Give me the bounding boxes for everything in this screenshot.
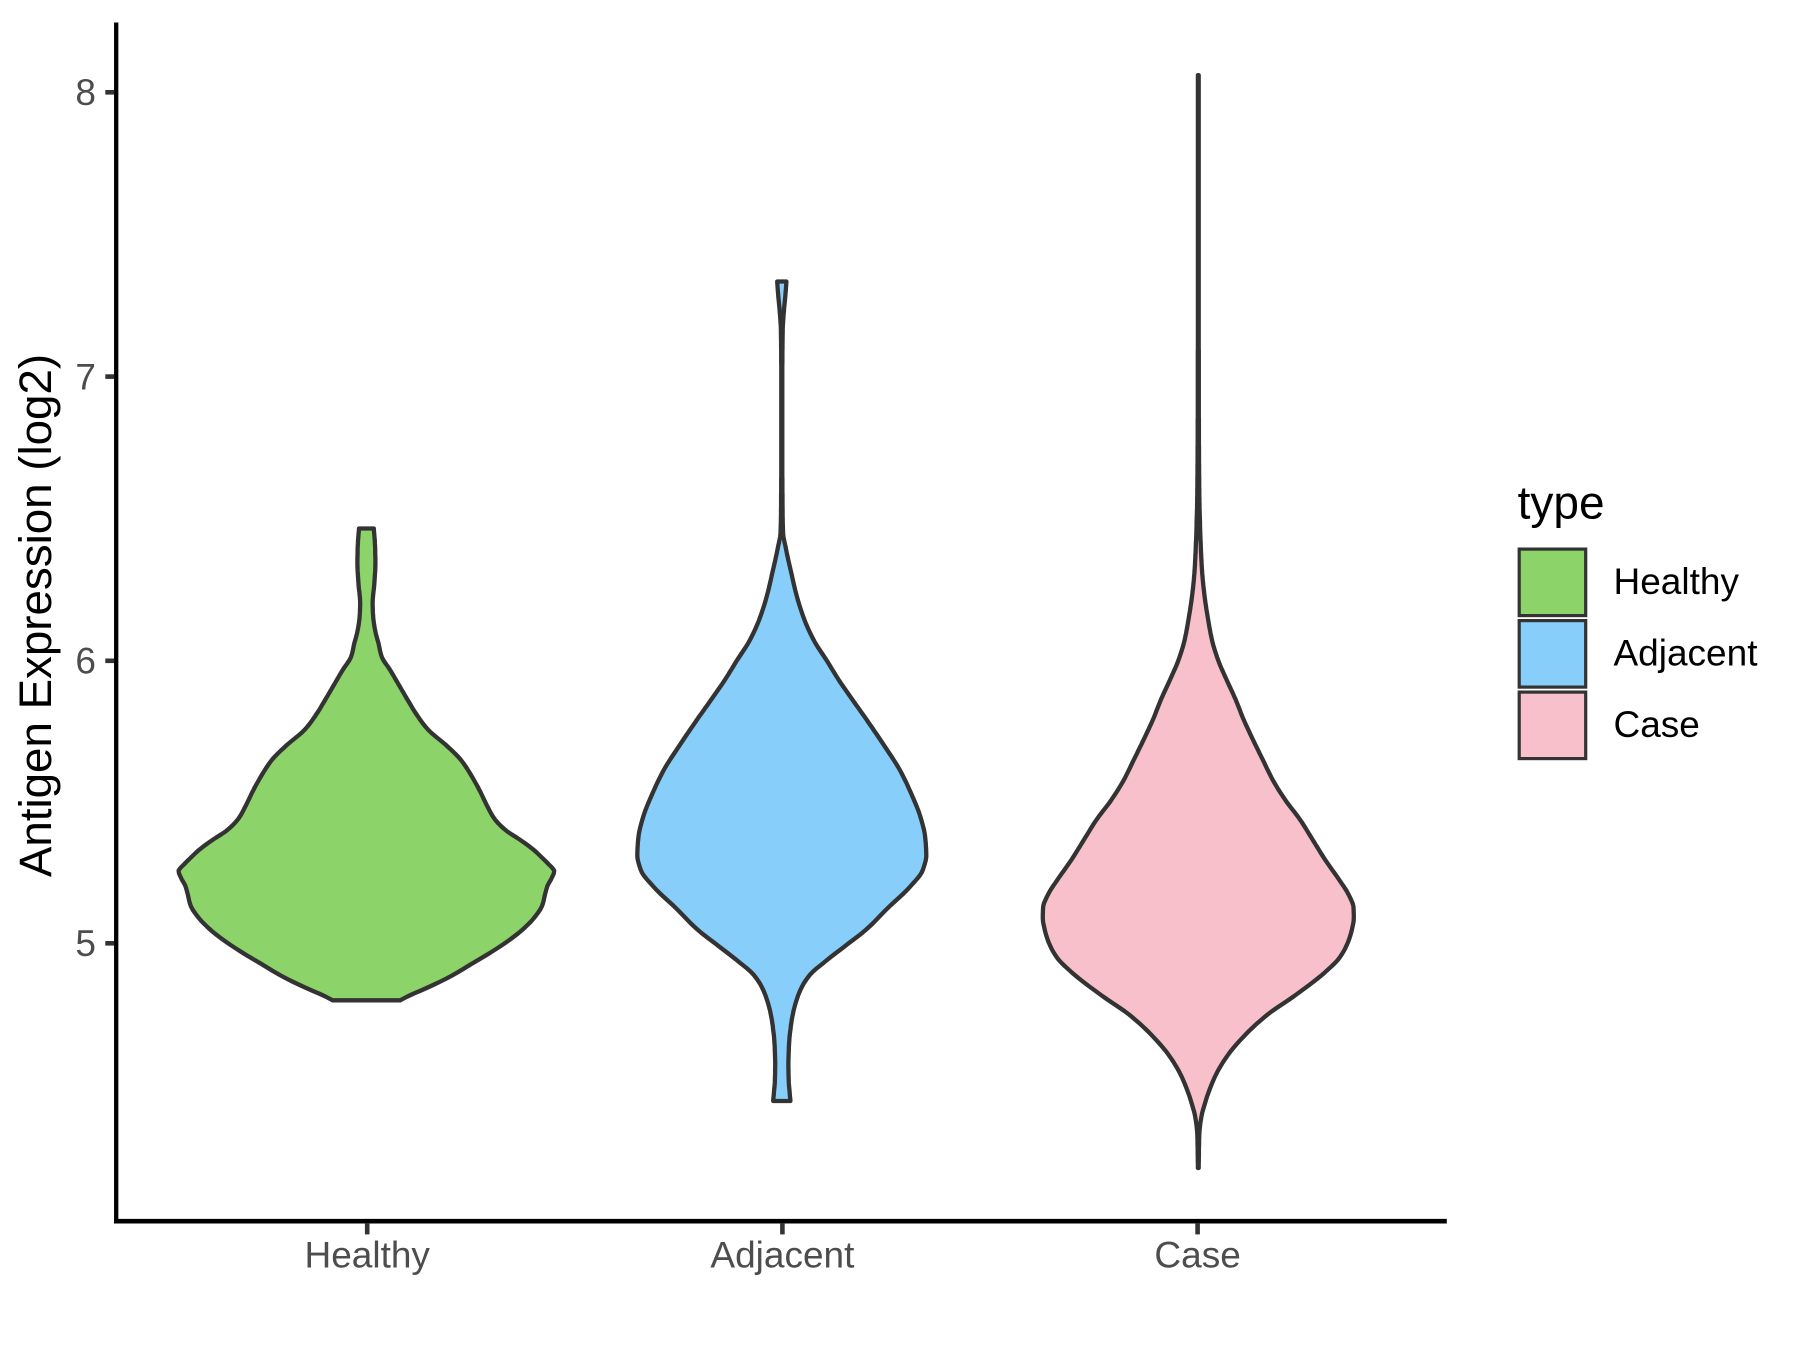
svg-text:Case: Case: [1614, 704, 1700, 745]
svg-text:Antigen Expression (log2): Antigen Expression (log2): [10, 354, 61, 877]
svg-text:Case: Case: [1154, 1235, 1240, 1276]
svg-text:type: type: [1518, 477, 1605, 529]
svg-text:5: 5: [75, 923, 96, 964]
svg-text:Healthy: Healthy: [1614, 561, 1740, 602]
svg-text:6: 6: [75, 641, 96, 682]
svg-text:8: 8: [75, 72, 96, 113]
svg-text:Healthy: Healthy: [304, 1235, 430, 1276]
svg-text:7: 7: [75, 356, 96, 397]
svg-text:Adjacent: Adjacent: [710, 1235, 855, 1276]
svg-text:Adjacent: Adjacent: [1614, 632, 1759, 673]
